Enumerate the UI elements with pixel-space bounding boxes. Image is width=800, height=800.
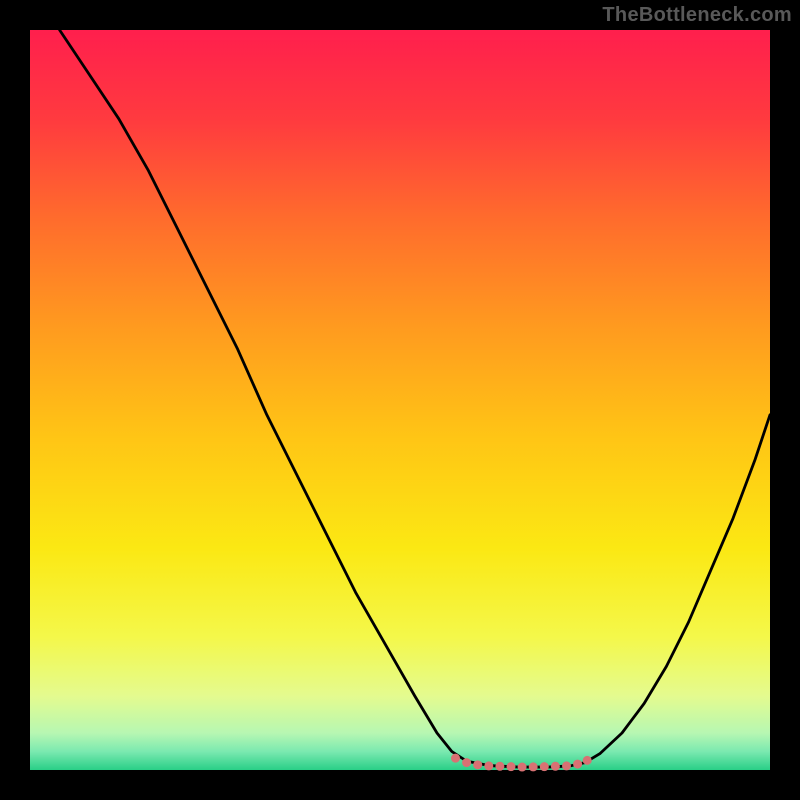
- marker-dot: [507, 762, 516, 771]
- marker-dot: [473, 760, 482, 769]
- marker-dot: [551, 762, 560, 771]
- marker-dot: [518, 763, 527, 772]
- bottleneck-curve-chart: [0, 0, 800, 800]
- marker-dot: [451, 754, 460, 763]
- marker-dot: [583, 756, 592, 765]
- marker-dot: [562, 761, 571, 770]
- marker-dot: [495, 762, 504, 771]
- chart-container: [0, 0, 800, 800]
- plot-background: [30, 30, 770, 770]
- marker-dot: [529, 762, 538, 771]
- marker-dot: [484, 761, 493, 770]
- marker-dot: [540, 762, 549, 771]
- watermark-text: TheBottleneck.com: [602, 4, 792, 27]
- marker-dot: [462, 758, 471, 767]
- marker-dot: [573, 760, 582, 769]
